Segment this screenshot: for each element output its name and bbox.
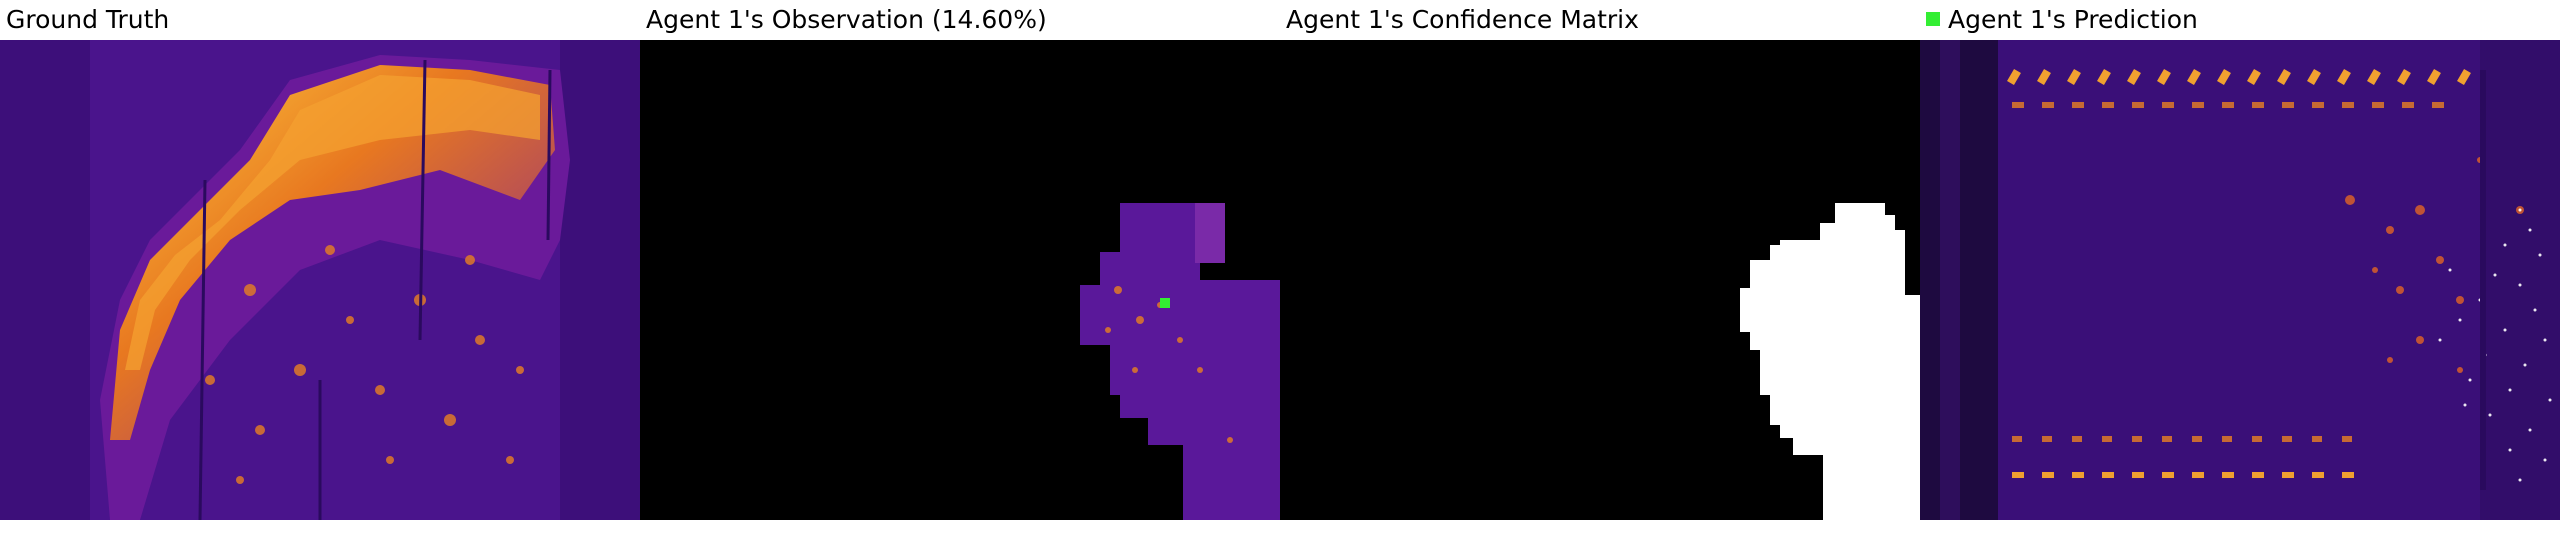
prediction-title: Agent 1's Prediction bbox=[1926, 2, 2198, 38]
prediction-heatmap bbox=[1920, 40, 2560, 520]
observation-title: Agent 1's Observation (14.60%) bbox=[646, 5, 1047, 34]
prediction-title-text: Agent 1's Prediction bbox=[1948, 5, 2198, 34]
agent-position-marker bbox=[1160, 298, 1170, 308]
confidence-title: Agent 1's Confidence Matrix bbox=[1286, 5, 1639, 34]
confidence-matrix bbox=[1280, 40, 1920, 520]
ground-truth-panel: Ground Truth bbox=[0, 0, 640, 520]
observation-panel: Agent 1's Observation (14.60%) bbox=[640, 0, 1280, 520]
ground-truth-heatmap bbox=[0, 40, 640, 520]
confidence-panel: Agent 1's Confidence Matrix bbox=[1280, 0, 1920, 520]
prediction-panel: Agent 1's Prediction bbox=[1920, 0, 2560, 520]
ground-truth-title: Ground Truth bbox=[6, 5, 170, 34]
agent-marker-icon bbox=[1926, 12, 1940, 26]
observation-map bbox=[640, 40, 1280, 520]
